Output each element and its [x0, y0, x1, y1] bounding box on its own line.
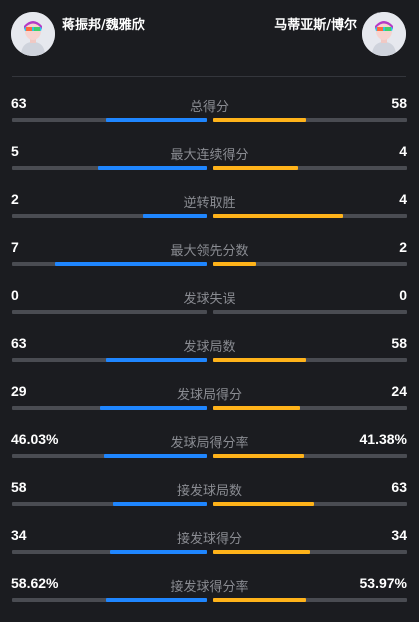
user-avatar-icon	[362, 12, 406, 56]
stat-label: 发球失误	[183, 292, 236, 307]
stat-row-service-win-rate: 46.03% 发球局得分率 41.38%	[0, 430, 419, 478]
stat-label: 发球局得分	[176, 388, 242, 403]
right-bar-fill	[213, 214, 343, 218]
right-bar-fill	[213, 502, 314, 506]
left-value: 5	[11, 143, 19, 159]
left-bar-track	[12, 550, 207, 554]
stat-row-receive-win-rate: 58.62% 接发球得分率 53.97%	[0, 574, 419, 622]
left-value: 7	[11, 239, 19, 255]
right-bar-fill	[213, 358, 307, 362]
right-bar-fill	[213, 550, 310, 554]
left-bar-track	[12, 358, 207, 362]
left-player-avatar[interactable]	[11, 12, 55, 56]
stat-row-max-lead: 7 最大领先分数 2	[0, 238, 419, 286]
right-player-name[interactable]: 马蒂亚斯/博尔	[274, 18, 357, 33]
right-bar-track	[213, 358, 407, 362]
right-value: 0	[399, 287, 407, 303]
left-value: 58	[11, 479, 27, 495]
match-header: 蒋振邦/魏雅欣 马蒂亚斯/博尔	[0, 0, 419, 76]
right-bar-track	[213, 310, 407, 314]
left-value: 46.03%	[11, 431, 59, 447]
stat-row-service-points: 29 发球局得分 24	[0, 382, 419, 430]
right-bar-track	[213, 550, 407, 554]
left-bar-fill	[142, 214, 207, 218]
left-bar-fill	[113, 502, 207, 506]
right-value: 4	[399, 143, 407, 159]
stat-label: 接发球得分率	[170, 580, 249, 595]
stat-label: 逆转取胜	[183, 196, 236, 211]
left-bar-fill	[105, 358, 207, 362]
right-value: 58	[391, 335, 407, 351]
left-bar-track	[12, 118, 207, 122]
right-value: 4	[399, 191, 407, 207]
right-bar-fill	[213, 454, 305, 458]
left-value: 0	[11, 287, 19, 303]
right-bar-track	[213, 214, 407, 218]
header-divider	[12, 76, 406, 77]
right-bar-track	[213, 166, 407, 170]
right-bar-track	[213, 502, 407, 506]
left-bar-fill	[54, 262, 207, 266]
left-value: 63	[11, 95, 27, 111]
stat-row-service-errors: 0 发球失误 0	[0, 286, 419, 334]
left-bar-track	[12, 262, 207, 266]
stat-row-service-rallies: 63 发球局数 58	[0, 334, 419, 382]
right-value: 58	[391, 95, 407, 111]
right-bar-track	[213, 262, 407, 266]
stat-label: 总得分	[189, 100, 229, 115]
right-value: 34	[391, 527, 407, 543]
right-bar-track	[213, 406, 407, 410]
right-value: 41.38%	[359, 431, 407, 447]
right-value: 2	[399, 239, 407, 255]
right-bar-fill	[213, 118, 307, 122]
left-player-name[interactable]: 蒋振邦/魏雅欣	[62, 18, 145, 33]
stat-row-total-points: 63 总得分 58	[0, 94, 419, 142]
right-bar-fill	[213, 598, 307, 602]
stat-label: 最大连续得分	[170, 148, 249, 163]
left-bar-fill	[103, 454, 207, 458]
left-value: 29	[11, 383, 27, 399]
left-bar-track	[12, 166, 207, 170]
left-bar-track	[12, 598, 207, 602]
stat-label: 最大领先分数	[170, 244, 249, 259]
left-bar-fill	[105, 598, 207, 602]
left-bar-track	[12, 502, 207, 506]
right-value: 53.97%	[359, 575, 407, 591]
left-value: 58.62%	[11, 575, 59, 591]
right-bar-track	[213, 598, 407, 602]
left-value: 34	[11, 527, 27, 543]
right-bar-fill	[213, 166, 299, 170]
right-value: 63	[391, 479, 407, 495]
stat-row-max-streak: 5 最大连续得分 4	[0, 142, 419, 190]
left-bar-fill	[109, 550, 207, 554]
right-player-avatar[interactable]	[362, 12, 406, 56]
user-avatar-icon	[11, 12, 55, 56]
left-bar-fill	[99, 406, 207, 410]
left-bar-track	[12, 406, 207, 410]
left-value: 63	[11, 335, 27, 351]
stat-row-receive-points: 34 接发球得分 34	[0, 526, 419, 574]
right-bar-fill	[213, 262, 256, 266]
left-bar-track	[12, 310, 207, 314]
left-bar-fill	[105, 118, 207, 122]
right-bar-track	[213, 118, 407, 122]
right-bar-fill	[213, 406, 301, 410]
left-value: 2	[11, 191, 19, 207]
stat-label: 接发球得分	[176, 532, 242, 547]
stat-label: 接发球局数	[176, 484, 242, 499]
left-bar-track	[12, 454, 207, 458]
stat-row-receive-rallies: 58 接发球局数 63	[0, 478, 419, 526]
right-value: 24	[391, 383, 407, 399]
stat-label: 发球局得分率	[170, 436, 249, 451]
left-bar-track	[12, 214, 207, 218]
stat-label: 发球局数	[183, 340, 236, 355]
right-bar-track	[213, 454, 407, 458]
left-bar-fill	[97, 166, 207, 170]
stat-row-comebacks: 2 逆转取胜 4	[0, 190, 419, 238]
